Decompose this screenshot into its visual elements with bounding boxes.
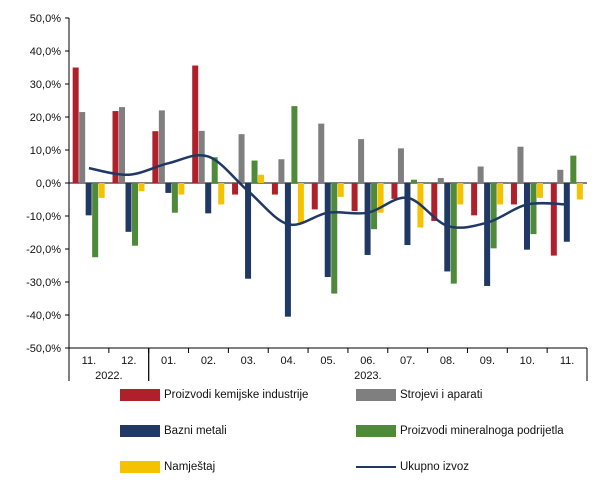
y-tick-label: 0,0% (36, 178, 61, 190)
bar (484, 183, 491, 286)
bar (211, 157, 218, 183)
bar (576, 183, 583, 200)
x-axis: 11. 12. 01. 02. 03. 04. 05. 06. 07. 08. 09. 10. 11. 2… (68, 347, 588, 382)
total-line (88, 153, 568, 229)
year-label: 2022. (95, 370, 123, 382)
bar (523, 183, 530, 250)
bar (232, 183, 239, 195)
bar (471, 183, 478, 216)
x-tick-label: 01. (161, 355, 176, 367)
bar (132, 183, 139, 246)
bar (152, 131, 159, 183)
bar (79, 112, 86, 183)
y-tick-label: 30,0% (30, 79, 61, 91)
x-tick-label: 04. (281, 355, 296, 367)
bar (198, 130, 205, 183)
bar (358, 139, 365, 183)
bar (557, 169, 564, 183)
bar (119, 107, 126, 183)
bar (391, 183, 398, 199)
x-tick-label: 08. (440, 355, 455, 367)
bar (178, 183, 185, 195)
bar (158, 110, 165, 183)
bars (72, 65, 583, 317)
bar (450, 183, 457, 284)
bar (72, 67, 79, 183)
y-tick-label: -30,0% (26, 277, 61, 289)
bar (530, 183, 537, 235)
bar (371, 183, 378, 230)
bar (258, 174, 265, 183)
bar (171, 183, 178, 213)
bar (112, 111, 119, 183)
ukupno-izvoz-line (88, 153, 568, 229)
bar (192, 65, 199, 183)
bar (364, 183, 371, 255)
x-tick-label: 05. (320, 355, 335, 367)
bar (563, 183, 570, 242)
y-tick-label: -10,0% (26, 211, 61, 223)
bar (377, 183, 384, 213)
bar (205, 183, 212, 214)
bar (251, 160, 258, 183)
bar (165, 183, 172, 193)
bar (517, 146, 524, 183)
bar (431, 183, 438, 221)
bar (477, 166, 484, 183)
bar (490, 183, 497, 249)
x-tick-label: 03. (241, 355, 256, 367)
bar (410, 179, 417, 183)
bar (92, 183, 99, 258)
bar (318, 123, 325, 183)
x-tick-label: 09. (480, 355, 495, 367)
bar (550, 183, 557, 256)
bar (284, 183, 291, 317)
x-tick-label: 07. (400, 355, 415, 367)
bar (397, 148, 404, 183)
y-tick-label: -40,0% (26, 310, 61, 322)
x-tick-label: 06. (360, 355, 375, 367)
y-tick-label: -20,0% (26, 244, 61, 256)
x-tick-label: 11. (82, 355, 96, 367)
bar (497, 183, 504, 205)
bar (238, 134, 245, 183)
y-tick-label: 50,0% (30, 13, 61, 25)
bar (510, 183, 517, 205)
bar (437, 178, 444, 183)
bar (570, 155, 577, 183)
y-tick-label: 40,0% (30, 46, 61, 58)
bar (311, 183, 318, 210)
bar (291, 106, 298, 183)
bar (245, 183, 252, 279)
bar (278, 159, 285, 183)
bar (324, 183, 331, 278)
bar (337, 183, 344, 197)
bar (536, 183, 543, 198)
bar (218, 183, 225, 205)
x-tick-label: 12. (121, 355, 136, 367)
bar (98, 183, 105, 198)
bar (138, 183, 145, 192)
bar (85, 183, 92, 216)
bar (351, 183, 358, 212)
bar (404, 183, 411, 246)
bar (331, 183, 338, 294)
bar (271, 183, 278, 195)
y-tick-label: -50,0% (26, 343, 61, 355)
bar (444, 183, 451, 272)
x-tick-label: 10. (520, 355, 535, 367)
year-label: 2023. (354, 370, 382, 382)
x-tick-label: 02. (201, 355, 216, 367)
bar (457, 183, 464, 205)
y-tick-label: 20,0% (30, 112, 61, 124)
bar (297, 183, 304, 223)
bar (125, 183, 132, 232)
y-tick-label: 10,0% (30, 145, 61, 157)
x-tick-label: 11. (560, 355, 574, 367)
